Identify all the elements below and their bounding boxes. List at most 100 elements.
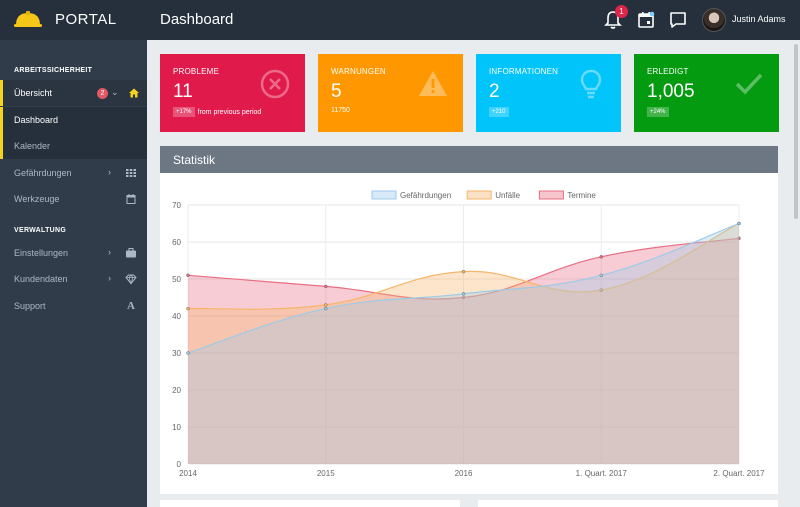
top-bar: PORTAL Dashboard 1 Justin Adams xyxy=(0,0,800,40)
legend-label: Termine xyxy=(567,191,596,200)
card-title: PROBLEME xyxy=(173,67,220,76)
lightbulb-icon xyxy=(580,69,602,99)
grid-icon xyxy=(126,169,136,177)
data-point xyxy=(599,255,603,259)
sidebar-item-calendar[interactable]: Kalender xyxy=(0,133,147,159)
sidebar-item-label: Gefährdungen xyxy=(14,168,72,178)
data-point xyxy=(737,236,741,241)
legend-swatch xyxy=(538,190,564,200)
sidebar-item-label: Übersicht xyxy=(14,88,53,98)
panel-title: Statistik xyxy=(160,146,778,173)
chevron-right-icon: › xyxy=(108,273,111,283)
sidebar-item-label: Support xyxy=(14,301,46,311)
scrollbar-track[interactable] xyxy=(792,40,800,507)
y-tick-label: 70 xyxy=(172,201,181,210)
home-icon xyxy=(129,88,139,98)
chevron-right-icon: › xyxy=(108,167,111,177)
statistics-chart: 0 10 20 30 40 50 60 70 2014 2015 2016 1. Quart. 201… xyxy=(172,190,765,478)
close-circle-icon xyxy=(260,69,290,99)
series-area xyxy=(188,223,739,464)
series-area xyxy=(188,238,739,464)
sidebar-section-safety: ARBEITSSICHERHEIT xyxy=(14,67,93,74)
data-point xyxy=(737,221,741,226)
card-problems[interactable]: PROBLEME 11 +17% from previous period xyxy=(160,54,305,132)
card-title: INFORMATIONEN xyxy=(489,67,559,76)
chevron-down-icon: ⌄ xyxy=(111,87,119,97)
data-point xyxy=(186,273,190,278)
card-change-tag: +210 xyxy=(489,107,509,117)
calendar-icon[interactable] xyxy=(635,9,657,31)
data-point xyxy=(599,288,603,292)
brand-name: PORTAL xyxy=(55,11,117,28)
card-value: 11 xyxy=(173,81,193,102)
card-value: 1,005 xyxy=(647,81,695,102)
font-icon: A xyxy=(127,300,135,312)
x-tick-label: 2016 xyxy=(455,469,473,478)
sidebar-item-customer-data[interactable]: Kundendaten › xyxy=(0,266,147,292)
briefcase-icon xyxy=(126,248,136,258)
data-point xyxy=(186,351,190,355)
sidebar-item-settings[interactable]: Einstellungen › xyxy=(0,240,147,266)
sidebar-item-hazards[interactable]: Gefährdungen › xyxy=(0,160,147,186)
y-tick-label: 10 xyxy=(172,423,181,432)
card-value: 5 xyxy=(331,81,342,102)
card-change-tag: +24% xyxy=(647,107,669,117)
sidebar-item-label: Kundendaten xyxy=(14,274,68,284)
user-name[interactable]: Justin Adams xyxy=(732,14,786,24)
page-title: Dashboard xyxy=(160,11,234,28)
y-tick-label: 0 xyxy=(177,460,182,469)
data-point xyxy=(461,269,466,274)
series-area xyxy=(188,223,739,464)
overview-count-badge: 2 xyxy=(97,88,108,99)
sidebar-item-tools[interactable]: Werkzeuge xyxy=(0,186,147,212)
card-title: ERLEDIGT xyxy=(647,67,689,76)
notification-badge: 1 xyxy=(615,5,628,18)
card-note: 11750 xyxy=(331,107,350,114)
card-footer: +24% xyxy=(647,107,669,117)
diamond-icon xyxy=(125,274,137,285)
statistics-panel: Statistik 0 10 20 30 40 50 60 70 2014 2015 2016 1. … xyxy=(160,146,778,494)
card-warnings[interactable]: WARNUNGEN 5 11750 xyxy=(318,54,463,132)
sidebar-item-label: Dashboard xyxy=(14,115,59,125)
x-tick-label: 2015 xyxy=(317,469,335,478)
card-footer: +210 xyxy=(489,107,509,117)
sidebar-item-dashboard[interactable]: Dashboard xyxy=(0,107,147,133)
x-tick-label: 1. Quart. 2017 xyxy=(576,469,628,478)
data-point xyxy=(461,295,466,300)
helmet-logo-icon xyxy=(14,11,42,27)
chat-icon[interactable] xyxy=(667,9,689,31)
data-point xyxy=(324,303,328,307)
sidebar: ARBEITSSICHERHEIT Übersicht 2 ⌄ Dashboar… xyxy=(0,40,147,507)
sidebar-item-label: Kalender xyxy=(14,141,51,151)
calendar-small-icon xyxy=(126,194,136,204)
data-point xyxy=(461,292,466,296)
y-tick-label: 30 xyxy=(172,349,181,358)
checkmark-icon xyxy=(735,73,763,95)
y-tick-label: 20 xyxy=(172,386,181,395)
x-tick-label: 2. Quart. 2017 xyxy=(713,469,765,478)
card-title: WARNUNGEN xyxy=(331,67,386,76)
brand[interactable]: PORTAL xyxy=(0,0,147,40)
card-note: from previous period xyxy=(197,108,262,116)
sidebar-section-admin: VERWALTUNG xyxy=(14,227,67,234)
legend-label: Gefährdungen xyxy=(400,191,451,200)
bottom-panel-left xyxy=(160,500,460,507)
y-tick-label: 50 xyxy=(172,275,181,284)
avatar[interactable] xyxy=(702,8,726,32)
sidebar-item-label: Werkzeuge xyxy=(14,194,60,204)
card-information[interactable]: INFORMATIONEN 2 +210 xyxy=(476,54,621,132)
y-tick-label: 60 xyxy=(172,238,181,247)
sidebar-item-overview[interactable]: Übersicht 2 ⌄ xyxy=(0,80,147,106)
data-point xyxy=(599,273,603,278)
card-completed[interactable]: ERLEDIGT 1,005 +24% xyxy=(634,54,779,132)
legend-swatch xyxy=(371,190,397,200)
bottom-panel-right xyxy=(478,500,778,507)
card-value: 2 xyxy=(489,81,500,102)
warning-icon xyxy=(419,71,447,96)
data-point xyxy=(324,284,328,289)
data-point xyxy=(324,306,328,311)
scrollbar-thumb[interactable] xyxy=(794,44,798,219)
sidebar-item-support[interactable]: Support A xyxy=(0,293,147,319)
chevron-right-icon: › xyxy=(108,247,111,257)
data-point xyxy=(186,306,190,311)
